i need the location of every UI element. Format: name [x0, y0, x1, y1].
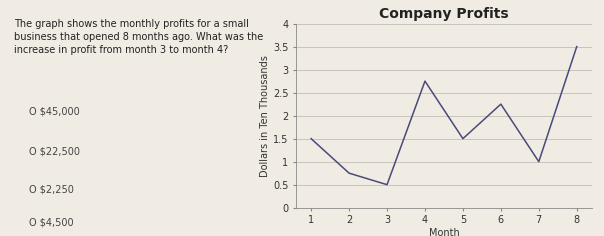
Text: The graph shows the monthly profits for a small
business that opened 8 months ag: The graph shows the monthly profits for …	[14, 19, 263, 55]
Text: O $45,000: O $45,000	[29, 106, 80, 116]
Text: O $2,250: O $2,250	[29, 184, 74, 194]
Y-axis label: Dollars in Ten Thousands: Dollars in Ten Thousands	[260, 55, 270, 177]
Title: Company Profits: Company Profits	[379, 7, 509, 21]
Text: O $22,500: O $22,500	[29, 146, 80, 156]
X-axis label: Month: Month	[429, 228, 459, 236]
Text: O $4,500: O $4,500	[29, 217, 74, 227]
